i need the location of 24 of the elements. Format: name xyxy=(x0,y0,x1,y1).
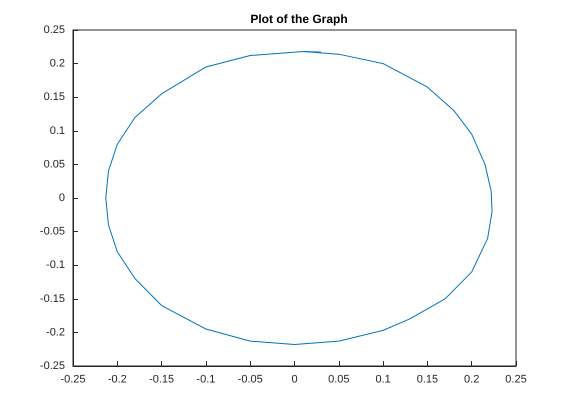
y-tick-label: -0.15 xyxy=(40,292,65,305)
x-tick-label: -0.1 xyxy=(196,374,216,386)
y-tick-label: 0.1 xyxy=(50,124,65,137)
chart-title: Plot of the Graph xyxy=(250,12,348,26)
x-tick-label: -0.15 xyxy=(149,374,174,386)
y-tick-label: -0.1 xyxy=(46,259,65,272)
x-tick-label: 0.2 xyxy=(464,374,480,386)
y-tick-label: 0.2 xyxy=(50,58,65,70)
line-series xyxy=(105,51,493,345)
y-tick-label: 0.05 xyxy=(44,158,65,170)
x-tick-label: 0.05 xyxy=(328,374,350,386)
x-tick-label: -0.05 xyxy=(238,374,263,386)
x-tick-label: 0.25 xyxy=(505,374,527,386)
x-tick-label: -0.2 xyxy=(108,374,127,386)
x-tick-label: 0.15 xyxy=(416,374,438,386)
y-tick-label: -0.05 xyxy=(40,226,65,238)
y-tick-label: -0.2 xyxy=(46,326,65,338)
x-tick-label: 0.1 xyxy=(375,374,391,386)
y-tick-label: -0.25 xyxy=(40,360,65,372)
y-tick-label: 0 xyxy=(58,192,65,204)
x-tick-label: 0 xyxy=(291,374,298,386)
y-tick-label: 0.25 xyxy=(44,24,65,36)
x-tick-label: -0.25 xyxy=(60,374,86,386)
y-tick-label: 0.15 xyxy=(44,91,65,104)
